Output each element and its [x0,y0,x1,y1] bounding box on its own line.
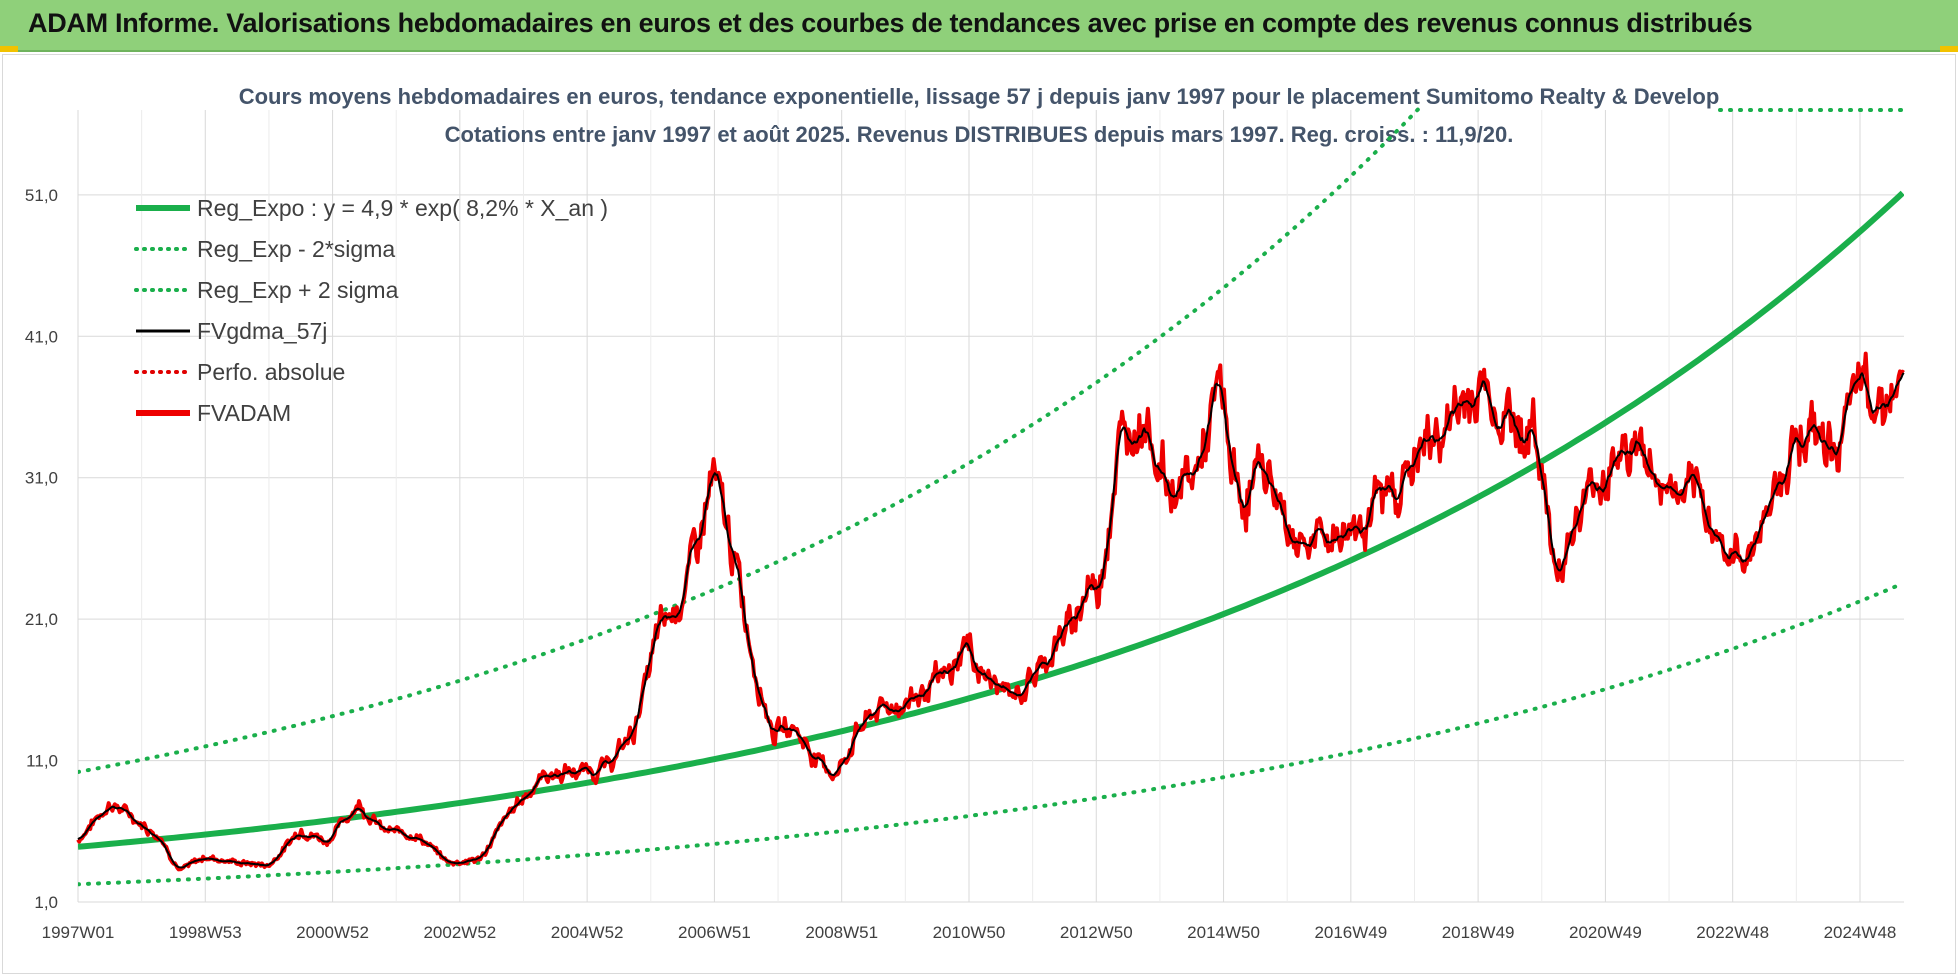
y-tick-label: 1,0 [34,893,58,912]
legend-label: Perfo. absolue [197,359,345,385]
x-tick-label: 2008W51 [805,923,878,942]
y-tick-label: 21,0 [25,610,58,629]
legend-label: Reg_Expo : y = 4,9 * exp( 8,2% * X_an ) [197,195,608,221]
x-tick-label: 2000W52 [296,923,369,942]
y-tick-label: 51,0 [25,186,58,205]
chart-subtitle: Cotations entre janv 1997 et août 2025. … [445,122,1514,147]
legend-label: FVgdma_57j [197,318,327,344]
x-tick-label: 2018W49 [1442,923,1515,942]
legend-label: Reg_Exp - 2*sigma [197,236,395,262]
series-reg-expo [78,190,1904,850]
y-tick-label: 41,0 [25,327,58,346]
legend-label: Reg_Exp + 2 sigma [197,277,399,303]
x-tick-label: 2004W52 [551,923,624,942]
chart-title: Cours moyens hebdomadaires en euros, ten… [239,84,1720,109]
x-tick-label: 1997W01 [42,923,115,942]
x-tick-label: 2010W50 [933,923,1006,942]
y-axis-ticks: 1,0 11,0 21,0 31,0 41,0 51,0 [25,186,58,912]
x-tick-label: 2016W49 [1314,923,1387,942]
x-tick-label: 1998W53 [169,923,242,942]
x-tick-label: 2002W52 [423,923,496,942]
series-group [76,106,1906,887]
corner-marker-right [1940,46,1958,52]
x-axis-ticks: 1997W01 1998W53 2000W52 2002W52 2004W52 2006W… [42,923,1897,942]
x-tick-label: 2012W50 [1060,923,1133,942]
series-fvgdma-57j [77,372,1905,869]
x-tick-label: 2020W49 [1569,923,1642,942]
report-banner: ADAM Informe. Valorisations hebdomadaire… [0,0,1958,52]
y-tick-label: 11,0 [26,752,58,771]
y-tick-label: 31,0 [25,469,58,488]
report-title: ADAM Informe. Valorisations hebdomadaire… [28,8,1753,38]
x-tick-label: 2006W51 [678,923,751,942]
x-tick-label: 2022W48 [1696,923,1769,942]
series-fvadam [76,351,1905,872]
series-reg-exp-minus-2-sigma [78,581,1904,887]
x-tick-label: 2014W50 [1187,923,1260,942]
series-reg-exp-plus-2-sigma [78,106,1425,774]
legend-label: FVADAM [197,400,291,426]
legend: Reg_Expo : y = 4,9 * exp( 8,2% * X_an ) R… [134,195,608,426]
corner-marker-left [0,46,18,52]
grid [77,110,1904,903]
x-tick-label: 2024W48 [1824,923,1897,942]
chart-frame [2,54,1956,974]
